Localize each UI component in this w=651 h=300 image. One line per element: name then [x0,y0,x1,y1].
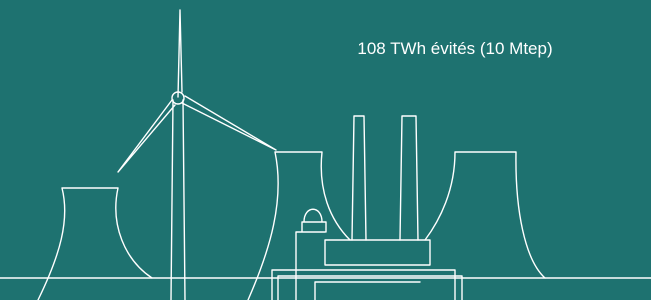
caption: 108 TWh évités (10 Mtep) [357,39,552,58]
page: 108 TWh évités (10 Mtep) (() => { const … [0,0,651,300]
illustration: 108 TWh évités (10 Mtep) [0,0,651,300]
